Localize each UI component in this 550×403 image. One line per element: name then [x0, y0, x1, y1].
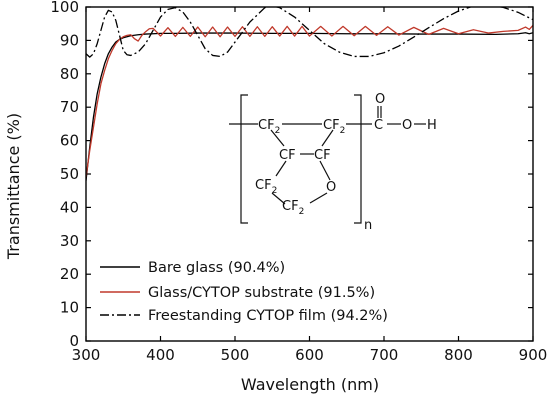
bond-cf2-cf-right — [321, 129, 334, 147]
x-tick-label: 900 — [519, 346, 548, 364]
structure-labels: CF2 CF2 CF CF CF2 O CF2 O C O H n — [255, 92, 437, 233]
y-tick-label: 10 — [60, 299, 79, 317]
x-tick-label: 700 — [370, 346, 399, 364]
plot-frame — [85, 6, 534, 342]
y-tick-label: 70 — [60, 98, 79, 116]
label-cf2-top-left: CF2 — [258, 118, 280, 136]
series-layer — [86, 7, 533, 181]
label-hydroxyl-oxygen: O — [402, 118, 412, 133]
y-tick-label: 90 — [60, 31, 79, 49]
x-tick-label: 400 — [146, 346, 175, 364]
legend: Bare glass (90.4%) Glass/CYTOP substrate … — [100, 260, 388, 324]
label-repeat-n: n — [364, 218, 372, 233]
y-tick-label: 30 — [60, 232, 79, 250]
label-carbon: C — [374, 118, 383, 133]
x-tick-label: 800 — [444, 346, 473, 364]
x-tick-label: 600 — [295, 346, 324, 364]
legend-label-1: Bare glass (90.4%) — [148, 260, 285, 276]
bond-cf2-cf-left — [270, 129, 285, 147]
y-tick-label: 80 — [60, 65, 79, 83]
y-axis-ticks: 0 10 20 30 40 50 60 70 80 90 100 — [50, 0, 533, 350]
x-axis-title: Wavelength (nm) — [241, 375, 379, 394]
bond-cf-o — [319, 160, 331, 181]
y-tick-label: 100 — [50, 0, 79, 16]
x-axis-ticks: 300 400 500 600 700 800 900 — [72, 7, 548, 364]
label-hydrogen: H — [427, 118, 437, 133]
y-tick-label: 50 — [60, 165, 79, 183]
y-tick-label: 40 — [60, 198, 79, 216]
legend-label-2: Glass/CYTOP substrate (91.5%) — [148, 285, 375, 301]
x-tick-label: 300 — [72, 346, 101, 364]
series-line-3 — [86, 7, 533, 58]
label-cf2-ring-bottom: CF2 — [282, 199, 304, 217]
label-carbonyl-oxygen: O — [375, 92, 385, 107]
bond-cf-ringcf2 — [275, 160, 287, 177]
y-tick-label: 20 — [60, 265, 79, 283]
series-line-2 — [86, 24, 533, 178]
bond-bottom-o — [309, 192, 328, 204]
legend-label-3: Freestanding CYTOP film (94.2%) — [148, 308, 388, 324]
left-bracket — [240, 94, 248, 224]
label-cf-left: CF — [279, 148, 296, 163]
x-tick-label: 500 — [221, 346, 250, 364]
y-tick-label: 60 — [60, 132, 79, 150]
y-axis-title: Transmittance (%) — [4, 113, 23, 260]
right-bracket — [354, 94, 362, 224]
label-cf2-ring-left: CF2 — [255, 178, 277, 196]
cytop-structure — [229, 94, 426, 224]
y-tick-label: 0 — [69, 332, 79, 350]
label-cf-right: CF — [314, 148, 331, 163]
series-line-1 — [86, 32, 533, 181]
bond-ringcf2-bottom — [271, 192, 286, 205]
label-ring-oxygen: O — [326, 180, 336, 195]
label-cf2-top-right: CF2 — [323, 118, 345, 136]
